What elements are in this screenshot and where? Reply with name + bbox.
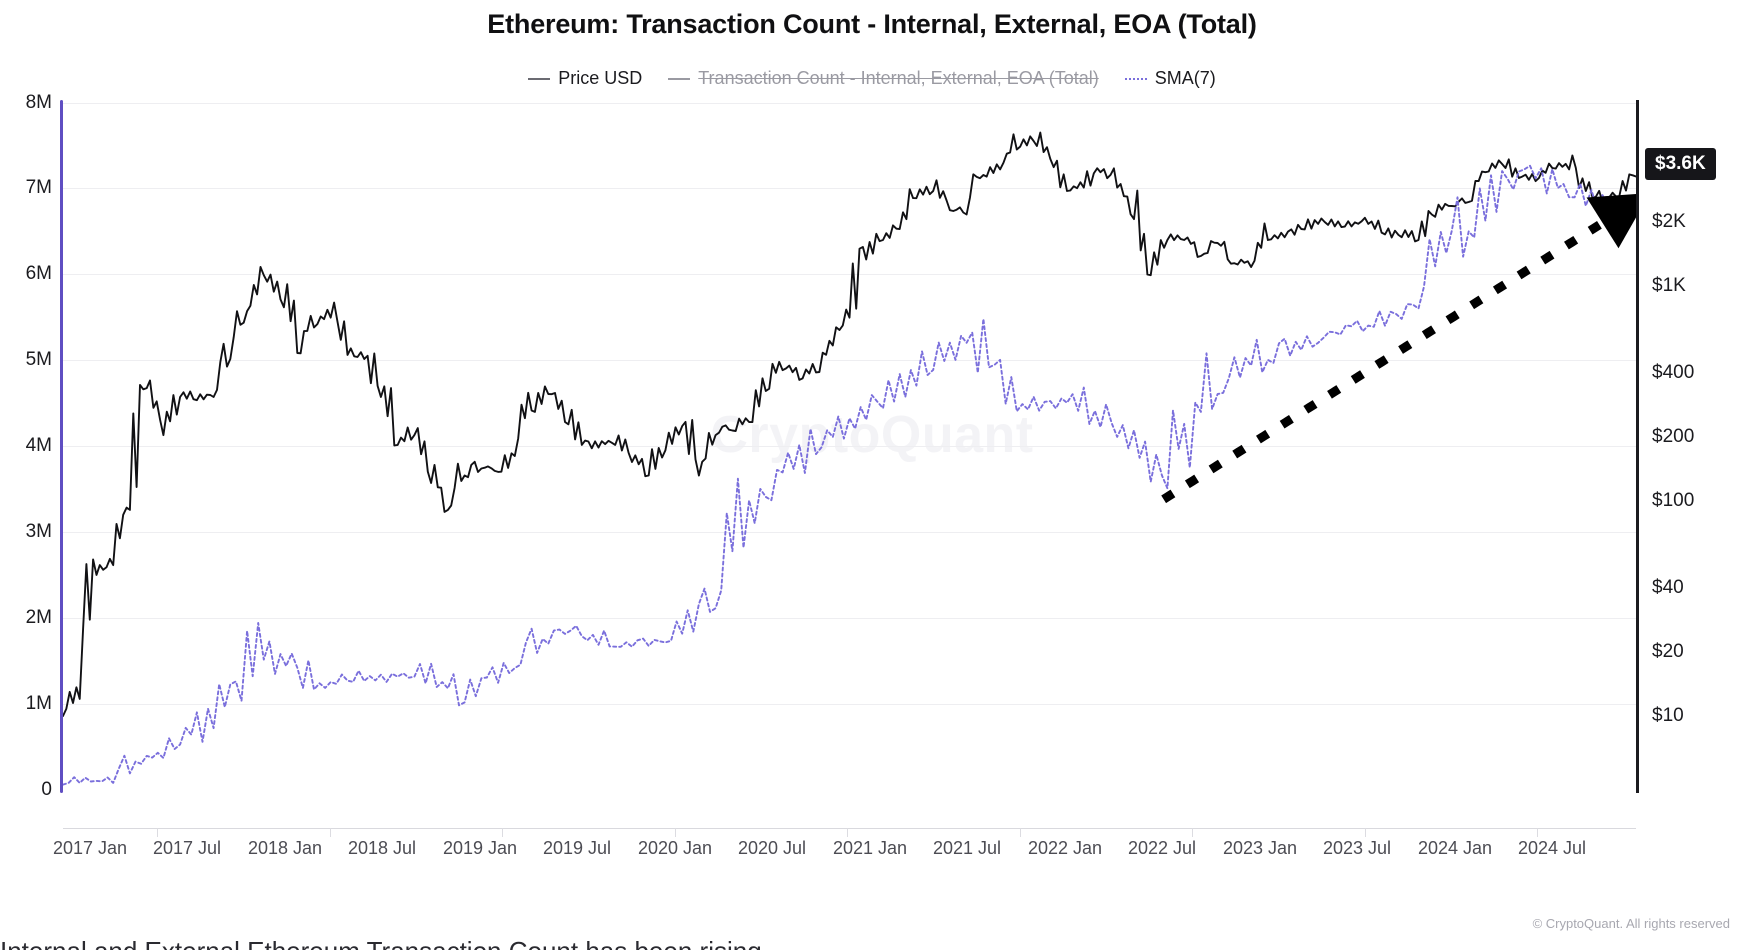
legend-item-price-usd[interactable]: Price USD	[528, 68, 642, 89]
y-right-tick-200: $200	[1652, 426, 1695, 447]
legend-label: SMA(7)	[1154, 68, 1216, 88]
legend-swatch-line-icon	[668, 77, 691, 80]
x-tick-2022-jul: 2022 Jul	[1127, 838, 1197, 858]
x-tick-2021-jan: 2021 Jan	[832, 838, 908, 858]
x-tick-mark	[1192, 828, 1193, 837]
copyright-notice: © CryptoQuant. All rights reserved	[1532, 916, 1730, 931]
y-right-tick-1k: $1K	[1652, 275, 1686, 296]
x-tick-2017-jul: 2017 Jul	[152, 838, 222, 858]
legend-item-transaction-count[interactable]: Transaction Count - Internal, External, …	[668, 68, 1099, 89]
x-axis-line	[63, 828, 1636, 829]
x-tick-mark	[1537, 828, 1538, 837]
legend-swatch-dotted-icon	[1124, 77, 1147, 80]
legend-label: Transaction Count - Internal, External, …	[698, 68, 1099, 88]
y-right-tick-400: $400	[1652, 362, 1695, 383]
x-tick-2020-jul: 2020 Jul	[737, 838, 807, 858]
legend-label: Price USD	[558, 68, 643, 88]
x-tick-2024-jan: 2024 Jan	[1417, 838, 1493, 858]
y-right-tick-2k: $2K	[1652, 211, 1686, 232]
y-right-tick-100: $100	[1652, 490, 1695, 511]
x-tick-2017-jan: 2017 Jan	[52, 838, 128, 858]
y-right-tick-10: $10	[1652, 705, 1684, 726]
page-title: Ethereum: Transaction Count - Internal, …	[487, 9, 1257, 39]
x-tick-mark	[847, 828, 848, 837]
y-right-tick-40: $40	[1652, 577, 1684, 598]
plot-svg	[63, 103, 1636, 786]
x-tick-2023-jan: 2023 Jan	[1222, 838, 1298, 858]
y-left-tick-7M: 7M	[25, 177, 52, 198]
x-tick-mark	[330, 828, 331, 837]
x-tick-mark	[675, 828, 676, 837]
y-left-tick-6M: 6M	[25, 263, 52, 284]
y-left-tick-8M: 8M	[25, 92, 52, 113]
y-axis-left-line	[60, 100, 63, 793]
gridlines	[63, 103, 1636, 705]
y-left-tick-4M: 4M	[25, 435, 52, 456]
x-tick-2024-jul: 2024 Jul	[1517, 838, 1587, 858]
x-tick-mark	[1020, 828, 1021, 837]
y-right-current-price-badge: $3.6K	[1645, 148, 1716, 180]
x-tick-2022-jan: 2022 Jan	[1027, 838, 1103, 858]
y-left-tick-3M: 3M	[25, 521, 52, 542]
x-tick-mark	[502, 828, 503, 837]
x-tick-2019-jul: 2019 Jul	[542, 838, 612, 858]
x-tick-2021-jul: 2021 Jul	[932, 838, 1002, 858]
x-tick-2019-jan: 2019 Jan	[442, 838, 518, 858]
y-left-tick-1M: 1M	[25, 693, 52, 714]
y-right-tick-20: $20	[1652, 641, 1684, 662]
y-axis-right-line	[1636, 100, 1639, 793]
x-tick-2023-jul: 2023 Jul	[1322, 838, 1392, 858]
x-tick-mark	[1365, 828, 1366, 837]
x-tick-2018-jul: 2018 Jul	[347, 838, 417, 858]
y-left-tick-0: 0	[41, 779, 52, 800]
chart-legend: Price USD Transaction Count - Internal, …	[0, 68, 1744, 89]
x-tick-2020-jan: 2020 Jan	[637, 838, 713, 858]
legend-item-sma7[interactable]: SMA(7)	[1124, 68, 1216, 89]
annotation-trend-arrow	[1161, 194, 1636, 504]
plot-area	[63, 103, 1636, 788]
cut-off-caption: Internal and External Ethereum Transacti…	[0, 936, 1744, 950]
x-tick-2018-jan: 2018 Jan	[247, 838, 323, 858]
series-line-price-usd	[63, 131, 1636, 717]
y-left-tick-5M: 5M	[25, 349, 52, 370]
series-line-sma7	[63, 164, 1621, 786]
x-tick-mark	[157, 828, 158, 837]
y-left-tick-2M: 2M	[25, 607, 52, 628]
legend-swatch-line-icon	[528, 77, 551, 80]
